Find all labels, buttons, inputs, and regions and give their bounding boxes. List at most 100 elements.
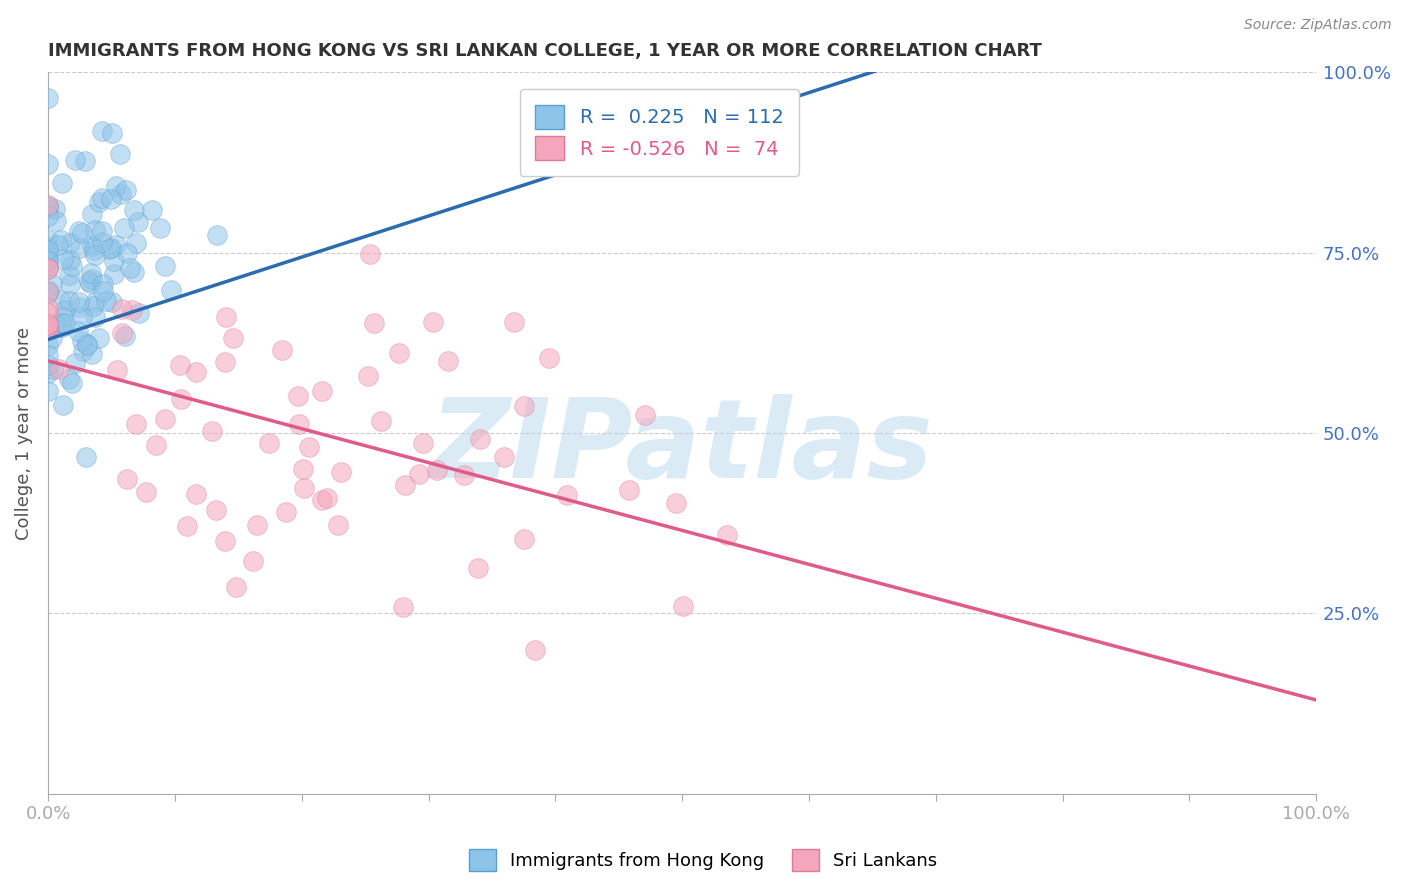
Point: [513, 399, 536, 413]
Point: [105, 237, 128, 252]
Point: [60, 260, 83, 274]
Point: [70, 226, 93, 240]
Point: [555, 488, 578, 502]
Point: [37, 260, 59, 274]
Point: [98, 243, 121, 257]
Point: [58, 372, 80, 386]
Point: [58, 294, 80, 309]
Point: [48, 362, 70, 376]
Point: [37, 366, 59, 380]
Point: [392, 600, 415, 615]
Point: [467, 560, 489, 574]
Point: [84, 310, 107, 324]
Point: [111, 301, 134, 316]
Point: [69, 242, 91, 256]
Point: [103, 267, 125, 281]
Point: [184, 365, 207, 379]
Point: [149, 220, 172, 235]
Point: [503, 315, 526, 329]
Point: [115, 472, 138, 486]
Point: [37, 243, 59, 257]
Point: [246, 517, 269, 532]
Point: [46, 238, 69, 252]
Point: [37, 358, 59, 372]
Point: [112, 220, 135, 235]
Point: [186, 487, 208, 501]
Point: [67, 295, 90, 310]
Point: [37, 318, 59, 332]
Point: [538, 351, 561, 365]
Point: [37, 261, 59, 276]
Point: [59, 253, 82, 268]
Point: [53, 316, 76, 330]
Point: [37, 209, 59, 223]
Point: [73, 154, 96, 169]
Point: [716, 528, 738, 542]
Text: IMMIGRANTS FROM HONG KONG VS SRI LANKAN COLLEGE, 1 YEAR OR MORE CORRELATION CHAR: IMMIGRANTS FROM HONG KONG VS SRI LANKAN …: [48, 42, 1042, 60]
Point: [201, 425, 224, 439]
Point: [276, 505, 298, 519]
Point: [107, 363, 129, 377]
Point: [114, 184, 136, 198]
Point: [94, 293, 117, 308]
Point: [82, 272, 104, 286]
Point: [104, 178, 127, 193]
Point: [83, 294, 105, 309]
Point: [83, 248, 105, 262]
Point: [37, 240, 59, 254]
Point: [37, 319, 59, 334]
Text: Source: ZipAtlas.com: Source: ZipAtlas.com: [1244, 18, 1392, 32]
Point: [66, 324, 89, 338]
Point: [108, 147, 131, 161]
Point: [59, 277, 82, 291]
Point: [37, 384, 59, 398]
Point: [242, 554, 264, 568]
Point: [470, 432, 492, 446]
Point: [412, 436, 434, 450]
Point: [83, 223, 105, 237]
Point: [128, 306, 150, 320]
Point: [37, 200, 59, 214]
Point: [37, 91, 59, 105]
Point: [37, 243, 59, 257]
Point: [125, 417, 148, 431]
Point: [311, 493, 333, 508]
Point: [422, 315, 444, 329]
Point: [45, 214, 67, 228]
Point: [37, 301, 59, 315]
Point: [671, 599, 693, 613]
Point: [634, 408, 657, 422]
Point: [89, 194, 111, 209]
Legend: R =  0.225   N = 112, R = -0.526   N =  74: R = 0.225 N = 112, R = -0.526 N = 74: [519, 89, 799, 176]
Point: [370, 414, 392, 428]
Point: [437, 353, 460, 368]
Point: [37, 253, 59, 268]
Point: [145, 438, 167, 452]
Point: [51, 316, 73, 330]
Point: [79, 277, 101, 291]
Point: [394, 477, 416, 491]
Point: [37, 261, 59, 276]
Point: [62, 376, 84, 391]
Point: [155, 259, 177, 273]
Point: [83, 243, 105, 257]
Point: [141, 203, 163, 218]
Point: [224, 580, 246, 594]
Point: [453, 467, 475, 482]
Point: [82, 207, 104, 221]
Point: [153, 411, 176, 425]
Point: [91, 277, 114, 292]
Point: [270, 343, 292, 358]
Point: [115, 245, 138, 260]
Point: [82, 299, 104, 313]
Text: ZIPatlas: ZIPatlas: [430, 394, 934, 501]
Point: [288, 417, 311, 431]
Point: [37, 322, 59, 336]
Point: [70, 334, 93, 348]
Point: [37, 251, 59, 265]
Point: [120, 261, 142, 276]
Point: [49, 293, 72, 307]
Point: [41, 277, 63, 291]
Point: [492, 450, 515, 465]
Point: [52, 310, 75, 325]
